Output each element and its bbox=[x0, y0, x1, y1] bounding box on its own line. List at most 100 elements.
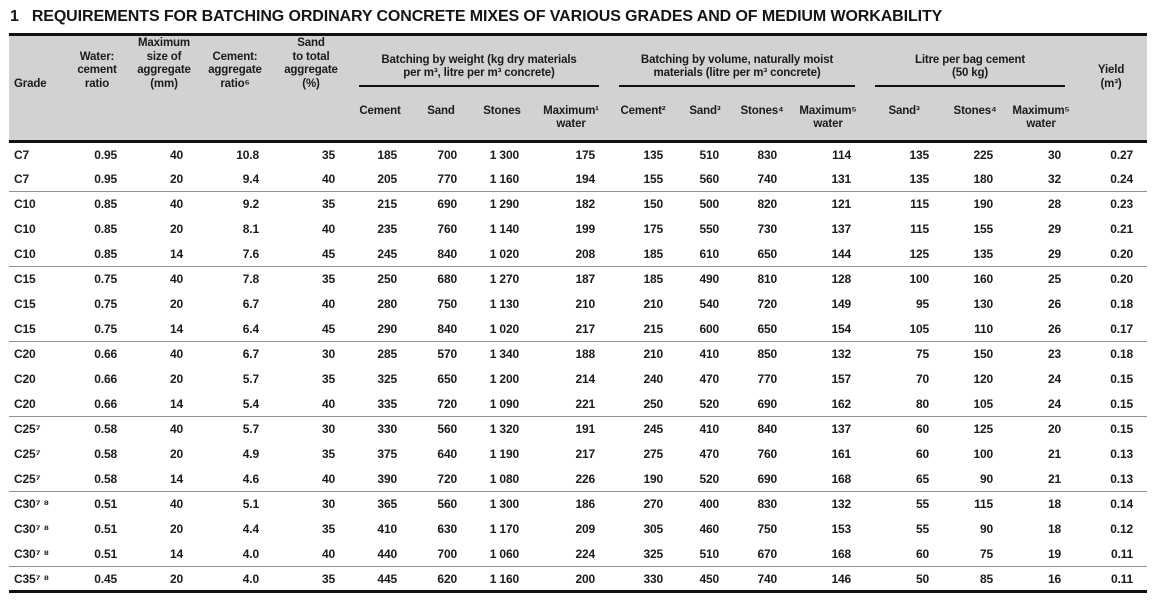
value-cell: 700 bbox=[437, 546, 457, 561]
value-cell: 186 bbox=[533, 491, 610, 517]
value-cell: 132 bbox=[791, 341, 866, 367]
value-cell: 640 bbox=[437, 447, 457, 461]
value-cell: 0.27 bbox=[1110, 147, 1134, 162]
value-cell: 720 bbox=[757, 297, 778, 311]
value-cell: 128 bbox=[791, 266, 866, 292]
value-cell: 1 190 bbox=[489, 447, 519, 461]
value-cell: 1 020 bbox=[489, 246, 519, 261]
value-cell: 40 bbox=[169, 147, 183, 162]
value-cell: 1 320 bbox=[471, 416, 533, 442]
value-cell: 50 bbox=[865, 566, 944, 593]
group-header-batching-by-volume: Batching by volume, naturally moist mate… bbox=[609, 35, 865, 101]
value-cell: 75 bbox=[865, 341, 944, 367]
value-cell: 250 bbox=[349, 266, 411, 292]
value-cell: 410 bbox=[677, 416, 734, 442]
value-cell: 215 bbox=[643, 321, 664, 336]
value-cell: 750 bbox=[757, 522, 778, 536]
value-cell: 720 bbox=[437, 471, 457, 486]
subheader-volume-stones: Stones⁴ bbox=[733, 100, 792, 143]
value-cell: 20 bbox=[1007, 416, 1076, 442]
value-cell: 153 bbox=[831, 522, 852, 536]
table-body: C7 0.95 40 10.8 35 185 700 1 300 175 135 510 830 114… bbox=[9, 142, 1148, 593]
value-cell: 6.7 bbox=[197, 341, 273, 367]
value-cell: 0.15 bbox=[1110, 372, 1134, 386]
value-cell: 245 bbox=[377, 246, 397, 261]
header-spacer bbox=[63, 100, 131, 143]
value-cell: 210 bbox=[643, 297, 664, 311]
value-cell: 600 bbox=[699, 321, 720, 336]
value-cell: 285 bbox=[349, 341, 411, 367]
value-cell: 840 bbox=[437, 246, 457, 261]
value-cell: 217 bbox=[575, 321, 596, 336]
value-cell: 570 bbox=[411, 341, 471, 367]
value-cell: 9.2 bbox=[197, 191, 273, 217]
value-cell: 540 bbox=[699, 297, 720, 311]
value-cell: 175 bbox=[643, 222, 664, 236]
header-row-groups: Grade Water: cement ratio Maximum size o… bbox=[9, 35, 1147, 101]
value-cell: 670 bbox=[757, 546, 778, 561]
table-row: C25⁷ 0.58 14 4.6 40 390 720 1 080 226 190 520 690 16… bbox=[9, 467, 1147, 492]
subheader-volume-max-water: Maximum⁵ water bbox=[791, 100, 866, 143]
value-cell: 560 bbox=[699, 171, 720, 186]
subheader-bag-sand: Sand³ bbox=[865, 100, 944, 143]
value-cell: 460 bbox=[699, 522, 720, 536]
value-cell: 115 bbox=[910, 222, 930, 236]
value-cell: 225 bbox=[973, 147, 994, 162]
value-cell: 1 300 bbox=[489, 147, 519, 162]
value-cell: 1 060 bbox=[489, 546, 519, 561]
document-page: 1 REQUIREMENTS FOR BATCHING ORDINARY CON… bbox=[9, 8, 1148, 593]
value-cell: 560 bbox=[411, 416, 471, 442]
value-cell: 1 160 bbox=[489, 171, 519, 186]
value-cell: 450 bbox=[677, 566, 734, 593]
value-cell: 720 bbox=[437, 396, 457, 411]
value-cell: 40 bbox=[321, 171, 335, 186]
table-row: C10 0.85 14 7.6 45 245 840 1 020 208 185 610 650 144… bbox=[9, 242, 1147, 267]
value-cell: 4.6 bbox=[242, 471, 259, 486]
value-cell: 20 bbox=[169, 222, 183, 236]
value-cell: 0.20 bbox=[1075, 266, 1148, 292]
value-cell: 1 090 bbox=[489, 396, 519, 411]
value-cell: 490 bbox=[677, 266, 734, 292]
value-cell: 0.21 bbox=[1110, 222, 1134, 236]
value-cell: 157 bbox=[831, 372, 852, 386]
subheader-weight-cement: Cement bbox=[349, 100, 411, 143]
value-cell: 135 bbox=[909, 147, 930, 162]
group-header-batching-by-weight: Batching by weight (kg dry materials per… bbox=[349, 35, 609, 101]
value-cell: 32 bbox=[1047, 171, 1062, 186]
value-cell: 1 200 bbox=[489, 372, 519, 386]
value-cell: 650 bbox=[757, 246, 778, 261]
subheader-weight-stones: Stones bbox=[471, 100, 533, 143]
value-cell: 162 bbox=[831, 396, 852, 411]
value-cell: 35 bbox=[321, 447, 335, 461]
value-cell: 20 bbox=[169, 522, 183, 536]
value-cell: 470 bbox=[699, 372, 720, 386]
value-cell: 35 bbox=[273, 191, 349, 217]
grade-cell: C20 bbox=[14, 396, 36, 411]
value-cell: 1 170 bbox=[489, 522, 519, 536]
value-cell: 90 bbox=[979, 471, 994, 486]
subheader-bag-stones: Stones⁴ bbox=[943, 100, 1008, 143]
value-cell: 146 bbox=[791, 566, 866, 593]
value-cell: 5.7 bbox=[242, 372, 259, 386]
value-cell: 0.66 bbox=[94, 372, 117, 386]
grade-cell: C30⁷ ⁸ bbox=[9, 491, 63, 517]
value-cell: 0.58 bbox=[94, 447, 117, 461]
value-cell: 5.4 bbox=[242, 396, 259, 411]
value-cell: 209 bbox=[575, 522, 596, 536]
value-cell: 150 bbox=[609, 191, 678, 217]
value-cell: 730 bbox=[757, 222, 778, 236]
value-cell: 850 bbox=[733, 341, 792, 367]
header-spacer bbox=[273, 100, 349, 143]
value-cell: 1 290 bbox=[471, 191, 533, 217]
value-cell: 690 bbox=[411, 191, 471, 217]
value-cell: 770 bbox=[757, 372, 778, 386]
value-cell: 0.15 bbox=[1075, 416, 1148, 442]
value-cell: 10.8 bbox=[236, 147, 259, 162]
value-cell: 65 bbox=[915, 471, 930, 486]
table-row: C30⁷ ⁸ 0.51 40 5.1 30 365 560 1 300 186 270 400 830… bbox=[9, 491, 1148, 517]
value-cell: 125 bbox=[943, 416, 1008, 442]
value-cell: 830 bbox=[733, 491, 792, 517]
value-cell: 160 bbox=[943, 266, 1008, 292]
value-cell: 0.75 bbox=[94, 321, 117, 336]
value-cell: 100 bbox=[973, 447, 994, 461]
